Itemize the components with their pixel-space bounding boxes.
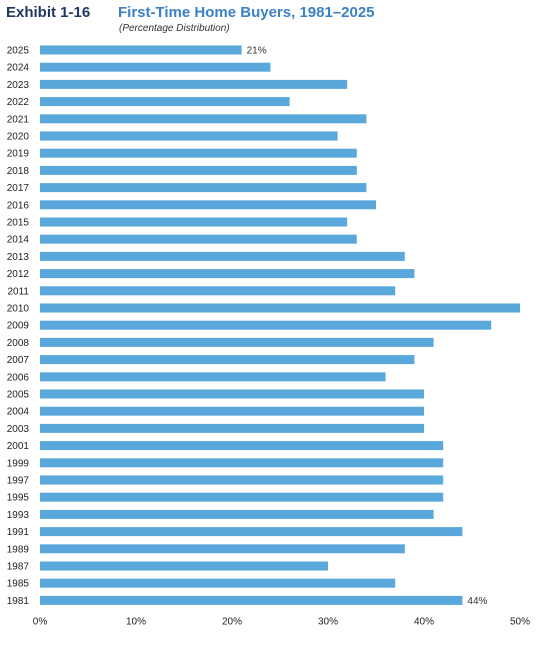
category-label-2012: 2012 <box>7 269 30 280</box>
bar-2023 <box>40 79 348 89</box>
category-label-1987: 1987 <box>7 562 30 573</box>
bar-1987 <box>40 561 328 571</box>
category-label-2003: 2003 <box>7 424 30 435</box>
bar-2022 <box>40 97 290 107</box>
category-label-1999: 1999 <box>7 458 30 469</box>
bar-2006 <box>40 372 386 382</box>
category-label-2016: 2016 <box>7 200 30 211</box>
category-label-1981: 1981 <box>7 596 30 607</box>
category-label-2006: 2006 <box>7 372 30 383</box>
x-tick-label: 30% <box>318 616 338 627</box>
category-label-2009: 2009 <box>7 321 30 332</box>
data-label-2025: 21% <box>247 46 267 57</box>
category-label-1985: 1985 <box>7 579 30 590</box>
category-label-2010: 2010 <box>7 304 30 315</box>
bar-2012 <box>40 269 415 279</box>
bar-1997 <box>40 475 444 485</box>
category-label-2025: 2025 <box>7 46 30 57</box>
bar-2016 <box>40 200 376 210</box>
bar-1985 <box>40 578 396 588</box>
chart-title: First-Time Home Buyers, 1981–2025 <box>118 4 375 21</box>
bar-2020 <box>40 131 338 141</box>
bar-1991 <box>40 527 463 537</box>
bar-2013 <box>40 251 405 261</box>
category-label-2008: 2008 <box>7 338 30 349</box>
category-label-2019: 2019 <box>7 149 30 160</box>
category-label-1993: 1993 <box>7 510 30 521</box>
bar-1989 <box>40 544 405 554</box>
data-label-1981: 44% <box>467 596 487 607</box>
bar-2015 <box>40 217 348 227</box>
category-label-2001: 2001 <box>7 441 30 452</box>
category-label-2022: 2022 <box>7 97 30 108</box>
category-label-2023: 2023 <box>7 80 30 91</box>
chart-subtitle: (Percentage Distribution) <box>119 23 230 34</box>
bar-2004 <box>40 406 424 416</box>
category-label-2021: 2021 <box>7 114 30 125</box>
bar-2018 <box>40 165 357 175</box>
x-tick-label: 20% <box>222 616 242 627</box>
bar-2025 <box>40 45 242 55</box>
chart-header: Exhibit 1-16 First-Time Home Buyers, 198… <box>6 4 531 40</box>
bar-2019 <box>40 148 357 158</box>
bar-2005 <box>40 389 424 399</box>
bar-2008 <box>40 337 434 347</box>
bar-2021 <box>40 114 367 124</box>
bar-2009 <box>40 320 492 330</box>
category-label-2015: 2015 <box>7 218 30 229</box>
category-label-2024: 2024 <box>7 63 30 74</box>
category-label-2007: 2007 <box>7 355 30 366</box>
bar-1999 <box>40 458 444 468</box>
bar-2003 <box>40 423 424 433</box>
x-tick-label: 40% <box>414 616 434 627</box>
category-label-1989: 1989 <box>7 544 30 555</box>
category-label-1995: 1995 <box>7 493 30 504</box>
x-tick-label: 10% <box>126 616 146 627</box>
bar-1993 <box>40 509 434 519</box>
bar-chart: 2025 21% 2024 2023 2022 2021 2020 2019 2018 2017 2… <box>7 45 530 627</box>
bar-2024 <box>40 62 271 72</box>
exhibit-label: Exhibit 1-16 <box>6 4 91 21</box>
category-label-2005: 2005 <box>7 390 30 401</box>
category-label-2020: 2020 <box>7 132 30 143</box>
x-tick-label: 50% <box>510 616 530 627</box>
category-label-2011: 2011 <box>7 286 29 297</box>
bar-1995 <box>40 492 444 502</box>
bar-2014 <box>40 234 357 244</box>
category-label-2014: 2014 <box>7 235 30 246</box>
bar-2007 <box>40 355 415 365</box>
bar-2010 <box>40 303 520 313</box>
category-label-1991: 1991 <box>7 527 30 538</box>
category-label-2004: 2004 <box>7 407 30 418</box>
bar-2017 <box>40 183 367 193</box>
category-label-2018: 2018 <box>7 166 30 177</box>
category-label-2013: 2013 <box>7 252 30 263</box>
category-label-2017: 2017 <box>7 183 30 194</box>
x-tick-label: 0% <box>33 616 48 627</box>
category-label-1997: 1997 <box>7 476 30 487</box>
bar-2011 <box>40 286 396 296</box>
bar-2001 <box>40 441 444 451</box>
bar-1981 <box>40 595 463 605</box>
